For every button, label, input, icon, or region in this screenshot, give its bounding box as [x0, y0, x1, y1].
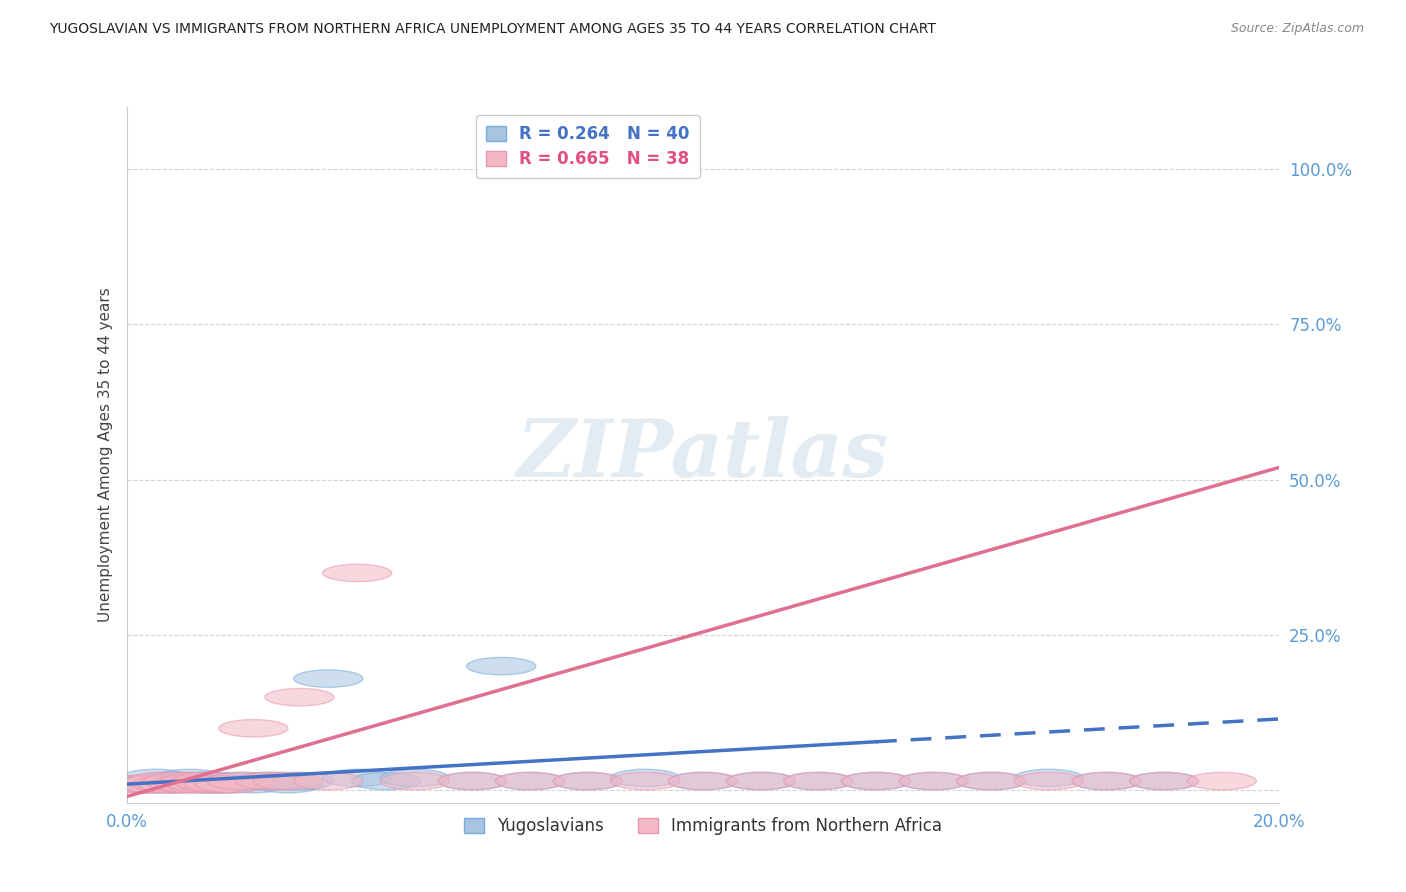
Ellipse shape: [956, 772, 1026, 789]
Ellipse shape: [553, 772, 623, 789]
Ellipse shape: [219, 775, 288, 793]
Ellipse shape: [1187, 772, 1257, 789]
Ellipse shape: [149, 775, 219, 793]
Ellipse shape: [231, 772, 299, 789]
Ellipse shape: [380, 769, 450, 787]
Ellipse shape: [352, 772, 420, 789]
Ellipse shape: [207, 772, 277, 789]
Ellipse shape: [253, 775, 322, 793]
Ellipse shape: [242, 772, 311, 789]
Ellipse shape: [219, 720, 288, 737]
Ellipse shape: [138, 775, 207, 793]
Ellipse shape: [143, 775, 214, 793]
Ellipse shape: [495, 772, 565, 789]
Text: ZIPatlas: ZIPatlas: [517, 417, 889, 493]
Ellipse shape: [1071, 772, 1142, 789]
Ellipse shape: [1071, 772, 1142, 789]
Ellipse shape: [322, 565, 392, 582]
Ellipse shape: [1014, 772, 1084, 789]
Ellipse shape: [190, 775, 259, 793]
Ellipse shape: [104, 775, 173, 793]
Ellipse shape: [956, 772, 1026, 789]
Ellipse shape: [155, 769, 225, 787]
Ellipse shape: [898, 772, 969, 789]
Ellipse shape: [668, 772, 738, 789]
Ellipse shape: [121, 769, 190, 787]
Ellipse shape: [668, 772, 738, 789]
Ellipse shape: [610, 772, 681, 789]
Ellipse shape: [167, 772, 236, 789]
Ellipse shape: [898, 772, 969, 789]
Ellipse shape: [841, 772, 911, 789]
Ellipse shape: [184, 772, 253, 789]
Ellipse shape: [179, 775, 247, 793]
Ellipse shape: [184, 775, 253, 793]
Ellipse shape: [1129, 772, 1199, 789]
Ellipse shape: [610, 769, 681, 787]
Ellipse shape: [115, 775, 184, 793]
Ellipse shape: [127, 775, 195, 793]
Ellipse shape: [783, 772, 853, 789]
Ellipse shape: [207, 772, 277, 789]
Ellipse shape: [155, 775, 225, 793]
Ellipse shape: [115, 775, 184, 793]
Ellipse shape: [783, 772, 853, 789]
Ellipse shape: [725, 772, 796, 789]
Ellipse shape: [149, 772, 219, 789]
Y-axis label: Unemployment Among Ages 35 to 44 years: Unemployment Among Ages 35 to 44 years: [97, 287, 112, 623]
Ellipse shape: [162, 775, 231, 793]
Ellipse shape: [236, 772, 305, 789]
Ellipse shape: [380, 772, 450, 789]
Legend: Yugoslavians, Immigrants from Northern Africa: Yugoslavians, Immigrants from Northern A…: [456, 808, 950, 843]
Ellipse shape: [121, 775, 190, 793]
Text: Source: ZipAtlas.com: Source: ZipAtlas.com: [1230, 22, 1364, 36]
Ellipse shape: [179, 775, 247, 793]
Ellipse shape: [264, 772, 335, 789]
Ellipse shape: [553, 772, 623, 789]
Ellipse shape: [110, 775, 179, 793]
Ellipse shape: [104, 775, 173, 793]
Ellipse shape: [167, 775, 236, 793]
Ellipse shape: [495, 772, 565, 789]
Ellipse shape: [322, 769, 392, 787]
Ellipse shape: [138, 775, 207, 793]
Ellipse shape: [173, 772, 242, 789]
Ellipse shape: [294, 772, 363, 789]
Ellipse shape: [173, 775, 242, 793]
Ellipse shape: [132, 772, 201, 789]
Ellipse shape: [467, 657, 536, 675]
Ellipse shape: [143, 772, 214, 789]
Ellipse shape: [195, 775, 264, 793]
Ellipse shape: [841, 772, 911, 789]
Ellipse shape: [294, 670, 363, 687]
Ellipse shape: [725, 772, 796, 789]
Text: YUGOSLAVIAN VS IMMIGRANTS FROM NORTHERN AFRICA UNEMPLOYMENT AMONG AGES 35 TO 44 : YUGOSLAVIAN VS IMMIGRANTS FROM NORTHERN …: [49, 22, 936, 37]
Ellipse shape: [132, 775, 201, 793]
Ellipse shape: [437, 772, 508, 789]
Ellipse shape: [127, 772, 195, 789]
Ellipse shape: [1014, 769, 1084, 787]
Ellipse shape: [437, 772, 508, 789]
Ellipse shape: [264, 689, 335, 706]
Ellipse shape: [195, 775, 264, 793]
Ellipse shape: [162, 772, 231, 789]
Ellipse shape: [253, 772, 322, 789]
Ellipse shape: [1129, 772, 1199, 789]
